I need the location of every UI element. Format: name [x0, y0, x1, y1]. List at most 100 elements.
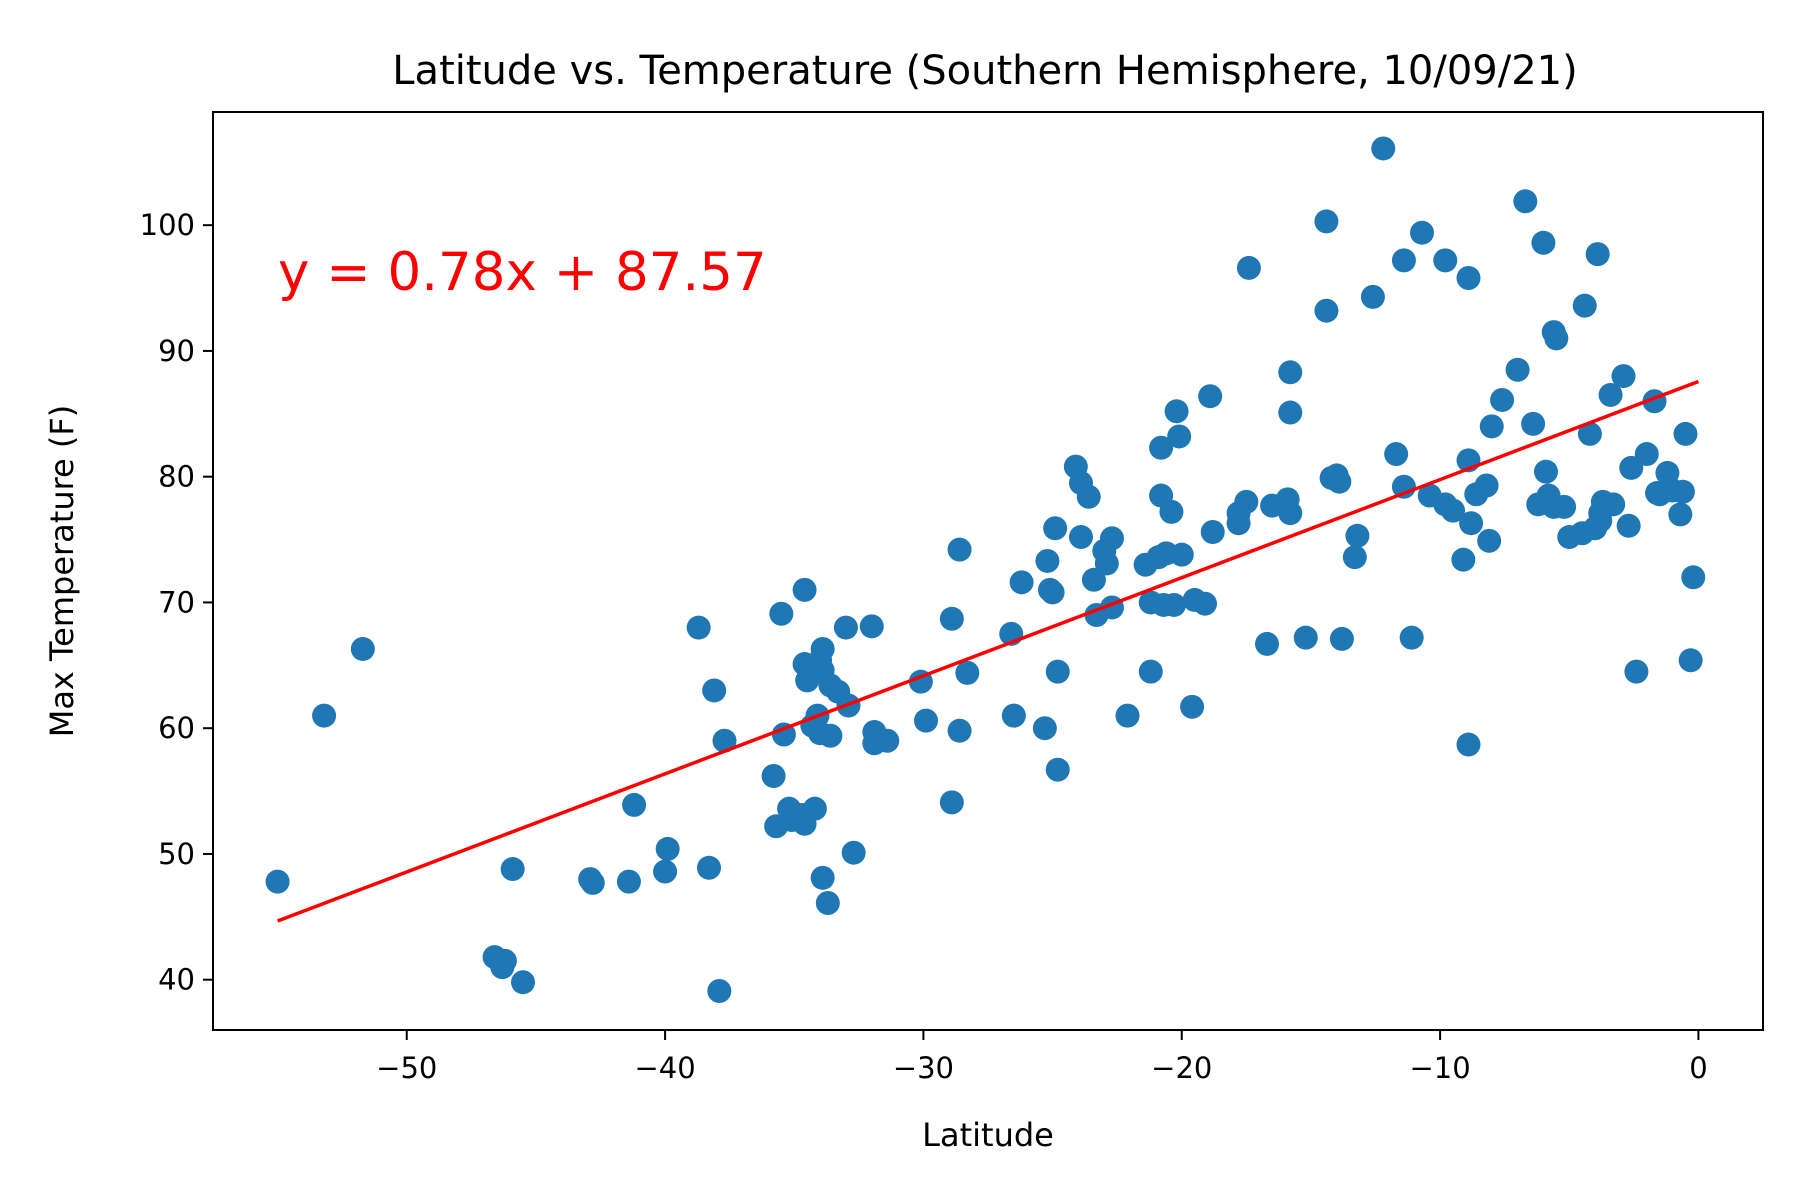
- data-point: [686, 615, 711, 640]
- data-point: [1459, 511, 1484, 536]
- data-point: [1278, 360, 1303, 385]
- x-tick-label: −50: [376, 1051, 437, 1085]
- data-point: [1278, 501, 1303, 526]
- data-point: [771, 722, 796, 747]
- data-point: [1236, 255, 1261, 280]
- data-point: [1360, 284, 1385, 309]
- data-point: [1505, 357, 1530, 382]
- y-tick-label: 80: [158, 460, 195, 494]
- data-point: [914, 708, 938, 733]
- data-point: [1035, 548, 1060, 573]
- x-tick-label: −10: [1409, 1051, 1470, 1085]
- data-point: [712, 728, 737, 753]
- plot-area: −50 −40 −30 −20 −10 0 40 50 60 70 80 90 100 y = 0.7…: [140, 111, 1764, 1085]
- data-point: [1076, 484, 1101, 509]
- data-point: [1040, 580, 1065, 605]
- x-tick-label: −40: [634, 1051, 695, 1085]
- data-point: [1588, 508, 1613, 533]
- data-point: [1314, 209, 1339, 234]
- data-point: [1673, 421, 1698, 446]
- x-tick-label: 0: [1689, 1051, 1707, 1085]
- regression-line: [276, 379, 1700, 923]
- data-point: [818, 723, 843, 748]
- data-point: [1045, 757, 1070, 782]
- data-point: [1164, 399, 1189, 424]
- data-point: [1009, 570, 1034, 595]
- chart-title: Latitude vs. Temperature (Southern Hemis…: [392, 48, 1577, 94]
- data-point: [1278, 400, 1303, 425]
- data-point: [1521, 411, 1546, 436]
- plot-frame: [212, 111, 1764, 1031]
- data-point: [1616, 513, 1641, 538]
- data-point: [947, 718, 972, 743]
- data-point: [859, 614, 884, 639]
- data-point: [702, 678, 727, 703]
- data-point: [1479, 414, 1504, 439]
- data-point: [1577, 421, 1602, 446]
- y-tick-label: 60: [158, 711, 195, 745]
- data-point: [1293, 625, 1318, 650]
- data-point: [1234, 489, 1259, 514]
- data-point: [1329, 626, 1354, 651]
- data-point: [1634, 442, 1659, 467]
- data-point: [1198, 384, 1223, 409]
- data-point: [1069, 525, 1093, 550]
- data-point: [1681, 565, 1706, 590]
- data-point: [1441, 498, 1465, 523]
- data-point: [653, 859, 678, 884]
- data-point: [815, 890, 840, 915]
- y-axis: 40 50 60 70 80 90 100: [140, 208, 213, 997]
- y-tick-label: 50: [158, 837, 195, 871]
- data-point: [1115, 703, 1140, 728]
- data-point: [707, 979, 732, 1004]
- y-tick-label: 70: [158, 585, 195, 619]
- data-point: [1001, 703, 1026, 728]
- data-point: [955, 660, 980, 685]
- data-point: [1032, 716, 1057, 741]
- data-point: [350, 636, 375, 661]
- data-point: [1534, 459, 1558, 484]
- data-point: [810, 636, 835, 661]
- data-point: [1456, 265, 1481, 290]
- data-point: [1513, 189, 1538, 214]
- data-point: [1477, 528, 1502, 553]
- data-point: [1342, 545, 1367, 570]
- data-point: [1552, 494, 1577, 519]
- data-point: [1169, 542, 1194, 567]
- data-point: [492, 948, 517, 973]
- data-point: [1149, 435, 1174, 460]
- data-point: [1456, 732, 1481, 757]
- data-point: [1490, 387, 1515, 412]
- data-point: [1167, 424, 1192, 449]
- data-point: [939, 606, 964, 631]
- data-point: [1045, 659, 1070, 684]
- data-point: [939, 790, 964, 815]
- data-point: [580, 870, 605, 895]
- data-point: [655, 836, 680, 861]
- data-point: [1598, 382, 1623, 407]
- data-point: [1314, 298, 1339, 323]
- data-point: [1678, 648, 1703, 673]
- data-point: [810, 865, 835, 890]
- data-point: [769, 601, 794, 626]
- data-point: [1410, 220, 1434, 245]
- data-point: [622, 792, 647, 817]
- data-point: [833, 615, 858, 640]
- data-point: [1611, 364, 1636, 389]
- x-tick-label: −30: [893, 1051, 954, 1085]
- data-point: [1159, 499, 1184, 524]
- data-point: [1391, 248, 1416, 273]
- y-tick-label: 100: [140, 208, 195, 242]
- data-point: [1531, 230, 1556, 255]
- y-axis-label: Max Temperature (F): [43, 405, 81, 738]
- data-point: [1619, 455, 1644, 480]
- data-point: [1345, 523, 1370, 548]
- y-tick-label: 90: [158, 334, 195, 368]
- data-point: [265, 869, 290, 894]
- data-point: [1544, 326, 1569, 351]
- data-point: [1585, 242, 1610, 267]
- data-point: [947, 537, 972, 562]
- data-point: [1138, 659, 1163, 684]
- data-point: [841, 840, 866, 865]
